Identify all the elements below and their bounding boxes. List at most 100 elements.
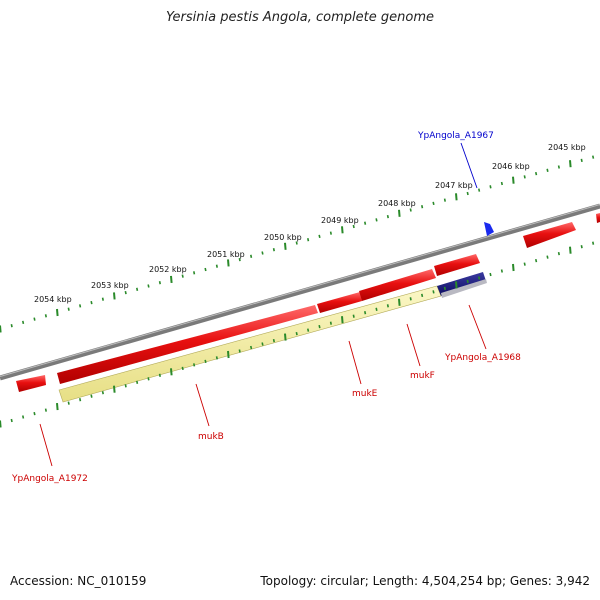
minor-tick [364,221,367,225]
gene-arrow-red-segment-3 [434,254,480,276]
major-tick [569,160,572,168]
upper-tick-row [0,155,595,333]
gene-arrow-navy-shadow [441,279,487,298]
gene-arrow-ypangola-a1972 [16,375,46,392]
minor-tick [181,274,184,278]
major-tick [341,226,344,234]
gene-arrow-red-edge [596,213,600,223]
minor-tick [580,158,583,163]
minor-tick [432,290,435,294]
minor-tick [67,307,70,311]
minor-tick [136,287,139,291]
gene-arrow-red-segment-2 [359,269,436,301]
leader-mukb [195,383,210,427]
minor-tick [79,304,82,308]
minor-tick [352,224,355,229]
kbp-label-2052: 2052 kbp [149,265,187,274]
major-tick [113,292,116,300]
minor-tick [557,165,560,169]
minor-tick [307,238,310,242]
minor-tick [147,284,150,288]
minor-tick [386,214,389,219]
minor-tick [124,384,127,388]
leader-ypangola-a1968 [468,304,487,350]
minor-tick [478,188,481,192]
minor-tick [375,307,378,311]
major-tick [341,316,344,324]
minor-tick [22,415,25,419]
minor-tick [386,304,389,308]
minor-tick [523,175,526,179]
minor-tick [44,314,47,318]
minor-tick [478,276,481,280]
minor-tick [466,191,469,196]
genome-backbone-highlight [0,204,600,377]
minor-tick [489,185,492,189]
kbp-label-2049: 2049 kbp [321,216,359,225]
major-tick [170,275,173,283]
gene-label-mukf: mukF [410,371,435,381]
minor-tick [329,231,332,235]
minor-tick [557,251,560,256]
minor-tick [147,377,150,381]
minor-tick [204,359,207,364]
minor-tick [364,311,367,315]
gene-label-ypangola-a1967: YpAngola_A1967 [417,131,494,141]
minor-tick [272,338,275,343]
minor-tick [215,264,218,268]
kbp-label-2053: 2053 kbp [91,281,129,290]
minor-tick [523,262,526,266]
minor-tick [158,373,161,377]
kbp-label-2047: 2047 kbp [435,181,473,190]
minor-tick [22,320,25,325]
minor-tick [101,297,104,301]
minor-tick [318,324,321,329]
gene-arrow-red-segment-1 [317,292,362,313]
minor-tick [33,317,36,321]
kbp-label-2048: 2048 kbp [378,199,416,208]
minor-tick [90,394,93,398]
minor-tick [238,349,241,353]
minor-tick [238,257,241,262]
major-tick [512,263,515,272]
kbp-label-2045: 2045 kbp [548,143,586,152]
gene-label-ypangola-a1972: YpAngola_A1972 [11,474,88,484]
minor-tick [10,418,13,423]
minor-tick [79,398,82,402]
minor-tick [592,155,595,159]
major-tick [284,242,287,250]
minor-tick [124,290,127,295]
gene-arrow-navy [437,272,486,296]
accession-text: Accession: NC_010159 [10,574,147,588]
leader-muke [348,340,362,385]
minor-tick [136,380,139,384]
major-tick [398,209,401,217]
major-tick [569,246,572,254]
minor-tick [181,366,184,371]
kbp-label-2051: 2051 kbp [207,250,245,259]
minor-tick [432,201,435,206]
leader-ypangola-a1972 [39,423,53,467]
gene-label-muke: mukE [352,389,378,399]
minor-tick [67,401,70,405]
minor-tick [443,198,446,202]
minor-tick [329,321,332,325]
minor-tick [318,234,321,239]
minor-tick [466,279,469,284]
minor-tick [546,255,549,259]
minor-tick [250,345,253,350]
minor-tick [193,363,196,367]
major-tick [170,368,173,376]
minor-tick [352,314,355,318]
map-title: Yersinia pestis Angola, complete genome [166,10,434,25]
minor-tick [215,356,218,360]
gene-arrow-ypangola-a1967 [484,222,494,236]
minor-tick [158,281,161,285]
kbp-label-2046: 2046 kbp [492,162,530,171]
gene-label-ypangola-a1968: YpAngola_A1968 [444,353,521,363]
major-tick [512,176,515,184]
genome-backbone [0,203,600,381]
leader-mukf [406,323,421,367]
major-tick [113,385,116,393]
gene-arrow-red-right [523,222,576,248]
